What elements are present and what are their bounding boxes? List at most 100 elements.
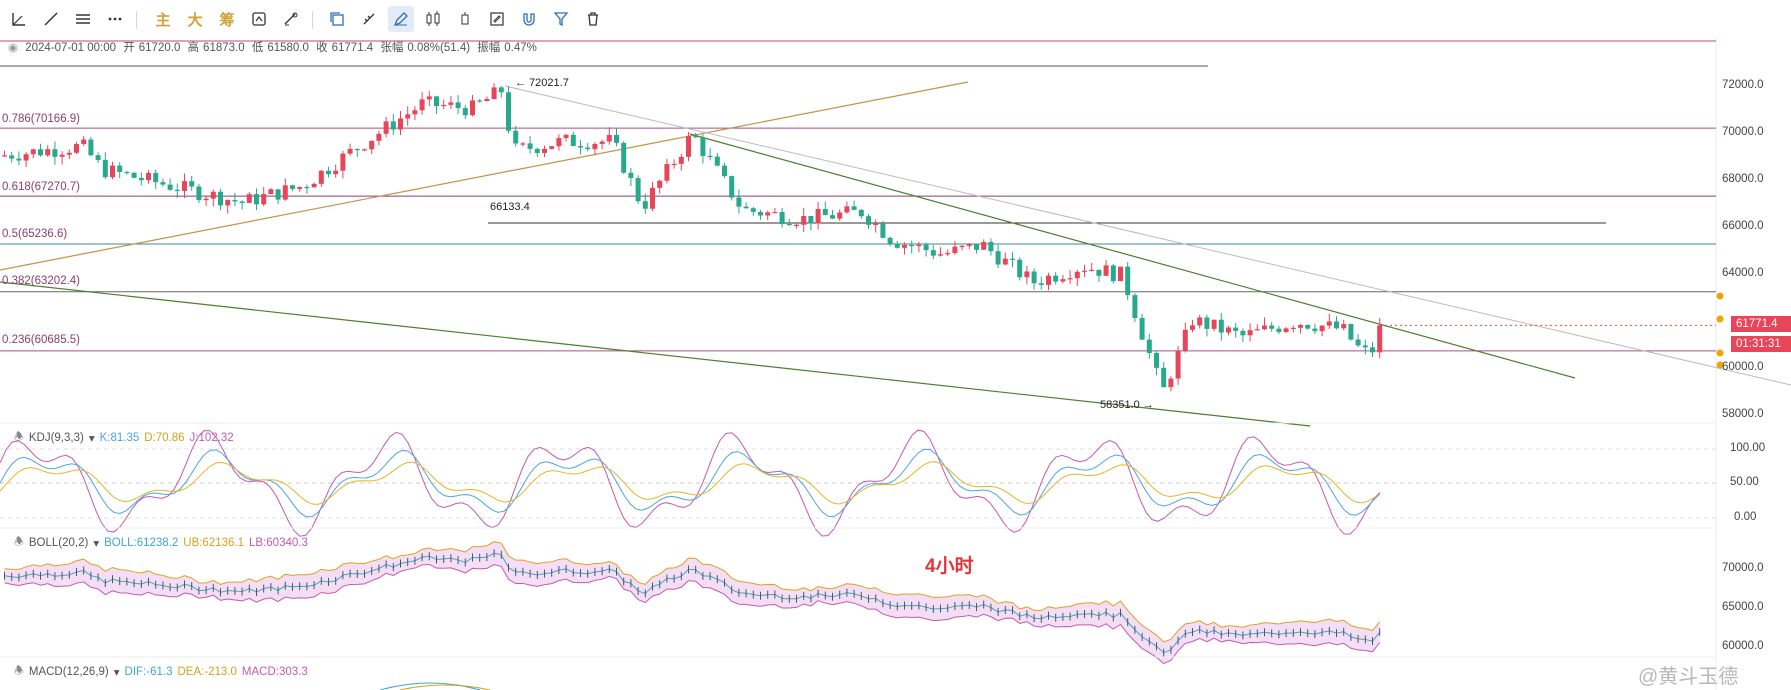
measure-icon[interactable] [278, 6, 304, 32]
candle [333, 170, 339, 175]
candle [66, 152, 72, 155]
ruler-icon[interactable] [356, 6, 382, 32]
candle [182, 181, 187, 191]
candle [678, 156, 684, 164]
candle [700, 137, 706, 156]
candle [873, 223, 879, 225]
indicator-refresh-icon[interactable] [246, 6, 272, 32]
candle [254, 194, 259, 205]
chevron-down-icon[interactable]: ▾ [93, 537, 100, 550]
kdj-axis-label: 0.00 [1734, 511, 1757, 523]
candle [650, 187, 655, 209]
bell-icon[interactable]: 🕭 [14, 536, 24, 548]
candle [779, 211, 785, 224]
candlestick-icon[interactable] [420, 6, 446, 32]
candle [369, 140, 375, 150]
horizontal-lines-icon[interactable] [70, 6, 96, 32]
boll-axis-label: 65000.0 [1722, 601, 1764, 613]
candle [635, 178, 641, 202]
candle [426, 96, 432, 100]
candle [1298, 324, 1303, 328]
candle [671, 163, 677, 166]
candle [621, 142, 627, 173]
candle [2, 155, 7, 157]
candle [1254, 329, 1260, 331]
candle [599, 141, 605, 144]
candle [110, 165, 115, 178]
candle [750, 208, 756, 212]
candle [477, 100, 483, 102]
bell-icon[interactable]: 🕭 [14, 431, 24, 443]
candle [398, 118, 403, 130]
trend-angle-icon[interactable] [6, 6, 32, 32]
candle [966, 243, 972, 246]
chip-distribution-button[interactable]: 筹 [219, 11, 235, 29]
candle [1024, 271, 1030, 278]
single-candle-icon[interactable] [452, 6, 478, 32]
candle [246, 194, 252, 203]
candle [851, 206, 857, 210]
candle [1060, 279, 1066, 282]
main-chart-button[interactable]: 主 [155, 11, 171, 29]
candle [1348, 324, 1354, 340]
candle [1038, 283, 1044, 285]
filter-icon[interactable] [548, 6, 574, 32]
candle [578, 145, 583, 148]
boll-band-fill [4, 541, 1380, 664]
candle [743, 206, 749, 209]
trendline-green-lower [0, 281, 1311, 427]
candle [628, 172, 634, 179]
ohlc-header: ◉ 2024-07-01 00:00 开 61720.0 高 61873.0 低 61… [8, 42, 537, 54]
candle [909, 244, 915, 247]
candle [1276, 328, 1282, 332]
whale-button[interactable]: 大 [187, 11, 203, 29]
candle [1110, 265, 1116, 282]
fib-level-label: 0.786(70166.9) [2, 113, 81, 125]
chevron-down-icon[interactable]: ▾ [88, 432, 95, 445]
candle [1103, 265, 1109, 276]
fib-level-label: 0.382(63202.4) [2, 275, 81, 287]
candle [290, 185, 295, 189]
high-value: 61873.0 [203, 42, 245, 54]
high-annotation: ← 72021.7 [515, 77, 569, 89]
line-tool-icon[interactable] [38, 6, 64, 32]
open-value: 61720.0 [138, 42, 181, 54]
eye-icon[interactable]: ◉ [8, 42, 19, 54]
candle [1046, 275, 1051, 285]
candle [570, 134, 576, 146]
candle [138, 177, 144, 181]
candle [340, 153, 346, 171]
bell-icon[interactable]: 🕭 [14, 665, 24, 677]
candle [887, 237, 893, 244]
candle [81, 139, 87, 144]
candle [30, 149, 36, 155]
kdj-k-line [0, 448, 1381, 518]
candle [1233, 327, 1239, 331]
candle [794, 224, 799, 226]
candle [830, 215, 835, 219]
candle [714, 156, 720, 166]
candle [1146, 339, 1152, 354]
candle [686, 136, 691, 157]
candle [318, 170, 324, 184]
candle [131, 172, 137, 178]
alert-dot [1716, 361, 1724, 369]
candle [174, 189, 180, 192]
copy-icon[interactable] [324, 6, 350, 32]
kdj-header: 🕭 KDJ(9,3,3) ▾ K:81.35 D:70.86 J:102.32 [14, 428, 234, 447]
chevron-down-icon[interactable]: ▾ [113, 666, 120, 679]
macd-dea-line [399, 684, 491, 690]
edit-note-icon[interactable] [484, 6, 510, 32]
low-annotation: 58351.0 → [1100, 399, 1154, 411]
delete-icon[interactable] [580, 6, 606, 32]
magnet-icon[interactable] [516, 6, 542, 32]
candle [167, 184, 173, 190]
candle [736, 197, 742, 207]
pen-draw-icon[interactable] [388, 6, 414, 32]
more-tools-icon[interactable] [102, 6, 128, 32]
candle [1175, 350, 1181, 379]
candle [1197, 317, 1203, 326]
candle [765, 212, 771, 216]
candle [866, 216, 871, 225]
